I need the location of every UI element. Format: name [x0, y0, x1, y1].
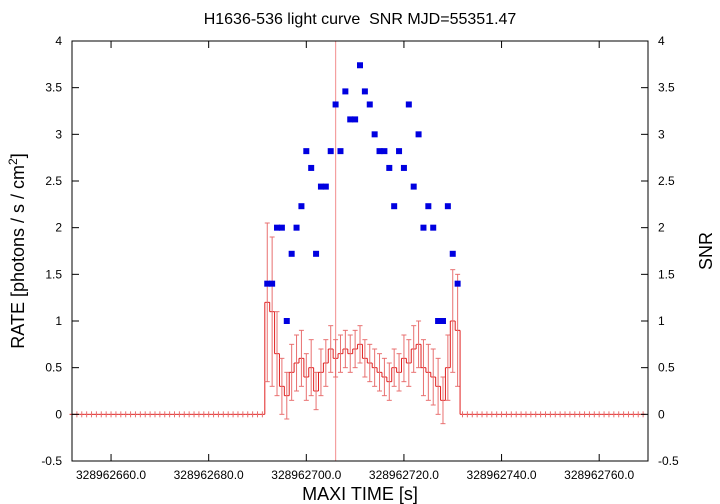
snr-point	[410, 183, 417, 190]
x-tick-label: 328962680.0	[174, 468, 244, 482]
y2-tick-label: 2.5	[658, 174, 675, 188]
snr-point	[283, 318, 290, 324]
snr-point	[327, 148, 334, 155]
snr-point	[332, 101, 339, 108]
snr-point	[357, 62, 363, 69]
snr-point	[425, 203, 432, 210]
y-axis-label-sup: 2	[6, 158, 20, 165]
snr-point	[347, 116, 354, 123]
snr-point	[454, 280, 461, 287]
x-tick-label: 328962660.0	[76, 468, 146, 482]
snr-point	[298, 203, 305, 210]
x-tick-label: 328962740.0	[467, 468, 537, 482]
snr-point	[396, 148, 403, 155]
snr-point	[420, 224, 427, 231]
snr-point	[303, 148, 310, 155]
y2-tick-label: 2	[658, 221, 665, 235]
snr-point	[264, 280, 271, 287]
snr-point	[386, 164, 393, 171]
y2-axis-label: SNR	[696, 232, 716, 270]
y-axis-label: RATE [photons / s / cm2]	[6, 153, 28, 348]
y2-tick-label: 4	[658, 34, 665, 48]
plot-frame	[71, 40, 649, 462]
snr-point	[269, 280, 276, 287]
y2-tick-label: 3.5	[658, 81, 675, 95]
snr-point	[381, 148, 388, 155]
y2-tick-label: 0.5	[658, 361, 675, 375]
y2-tick-label: 0	[658, 407, 665, 421]
snr-point	[439, 318, 446, 324]
y-tick-label: 3.5	[45, 81, 62, 95]
y2-tick-label: 3	[658, 127, 665, 141]
snr-point	[308, 164, 315, 171]
snr-point	[449, 250, 456, 257]
y-axis-label-main: RATE [photons / s / cm	[8, 165, 28, 349]
y-tick-label: 0.5	[45, 361, 62, 375]
snr-point	[444, 203, 451, 210]
snr-point	[293, 224, 300, 231]
y-tick-label: 4	[55, 34, 62, 48]
snr-point	[430, 224, 437, 231]
snr-point	[274, 224, 281, 231]
snr-point	[405, 101, 412, 108]
y-tick-label: 1.5	[45, 267, 62, 281]
snr-point	[322, 183, 329, 190]
snr-point	[361, 88, 368, 95]
snr-point	[415, 131, 422, 138]
snr-point	[352, 116, 359, 123]
snr-point	[366, 101, 373, 108]
x-tick-label: 328962720.0	[369, 468, 439, 482]
y-tick-label: 1	[55, 314, 62, 328]
x-axis-label: MAXI TIME [s]	[302, 484, 418, 504]
snr-point	[313, 250, 320, 257]
chart-title: H1636-536 light curve SNR MJD=55351.47	[204, 11, 517, 28]
y-tick-label: 2	[55, 221, 62, 235]
snr-point	[288, 250, 295, 257]
plot-area	[69, 41, 646, 461]
snr-point	[371, 131, 378, 138]
y-tick-label: 0	[55, 407, 62, 421]
snr-point	[376, 148, 383, 155]
snr-point	[435, 318, 442, 324]
x-tick-label: 328962760.0	[564, 468, 634, 482]
x-tick-label: 328962700.0	[271, 468, 341, 482]
snr-point	[337, 148, 344, 155]
y-tick-label: 2.5	[45, 174, 62, 188]
snr-point	[400, 164, 407, 171]
y-tick-label: -0.5	[41, 454, 62, 468]
y2-tick-label: 1	[658, 314, 665, 328]
snr-point	[317, 183, 324, 190]
snr-point	[391, 203, 398, 210]
y2-tick-label: 1.5	[658, 267, 675, 281]
y-tick-label: 3	[55, 127, 62, 141]
snr-point	[342, 88, 349, 95]
y2-tick-label: -0.5	[658, 454, 679, 468]
snr-point	[278, 224, 285, 231]
y-axis-label-end: ]	[8, 153, 28, 158]
